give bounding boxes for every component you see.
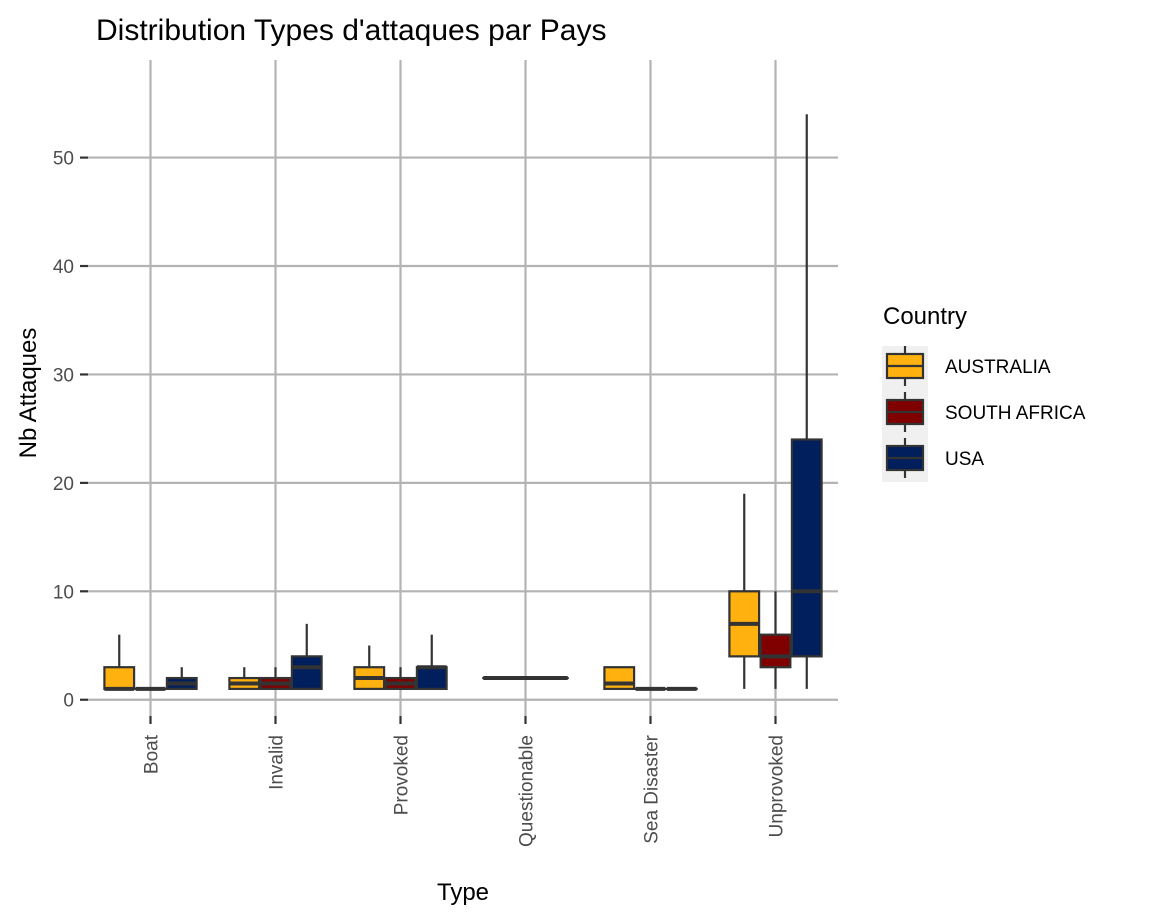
box-usa-invalid [290,623,323,690]
x-tick-label: Invalid [267,735,288,790]
chart-title: Distribution Types d'attaques par Pays [96,14,606,47]
y-tick-label: 20 [53,474,74,495]
box-body [415,666,448,690]
box-usa-provoked [415,634,448,690]
box-body [603,666,636,690]
box-plots [103,114,823,691]
box-australia-boat [103,634,136,691]
box-australia-sea-disaster [603,666,636,690]
legend-title: Country [883,303,967,330]
legend: Country AUSTRALIA SOUTH AFRICA USA [882,303,1086,482]
y-tick-label: 10 [53,582,74,603]
box-body [790,438,823,658]
box-south-africa-provoked [384,667,417,690]
box-usa-unprovoked [790,114,823,689]
box-south-africa-unprovoked [759,591,792,689]
axes: 0 10 20 30 40 50 Boat Invalid Provoked Questionab… [53,149,788,847]
x-axis-title: Type [437,879,489,906]
box-body [759,633,792,669]
box-australia-invalid [228,667,261,690]
box-body [103,666,136,690]
legend-label: SOUTH AFRICA [945,403,1086,424]
x-tick-label: Provoked [392,735,413,815]
x-tick-label: Boat [142,734,163,774]
box-south-africa-invalid [259,667,292,690]
box-usa-boat [165,667,198,690]
y-tick-label: 30 [53,365,74,386]
grid-lines [88,60,838,716]
box-australia-provoked [353,645,386,690]
box-body [290,655,323,690]
box-australia-unprovoked [728,493,761,689]
y-tick-label: 0 [63,691,74,712]
x-tick-label: Questionable [517,735,538,847]
legend-label: USA [945,449,984,470]
legend-label: AUSTRALIA [945,357,1051,378]
x-tick-label: Sea Disaster [642,734,663,843]
x-tick-label: Unprovoked [767,735,788,837]
y-tick-label: 50 [53,149,74,170]
y-axis-title: Nb Attaques [15,328,42,459]
y-tick-label: 40 [53,257,74,278]
